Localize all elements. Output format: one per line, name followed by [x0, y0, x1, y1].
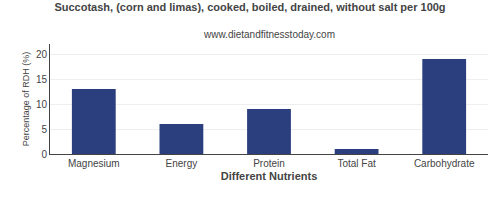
svg-text:Protein: Protein [253, 158, 285, 169]
svg-text:Succotash, (corn and limas), c: Succotash, (corn and limas), cooked, boi… [54, 1, 445, 13]
svg-text:Magnesium: Magnesium [68, 158, 120, 169]
svg-text:Energy: Energy [166, 158, 198, 169]
svg-text:Total Fat: Total Fat [337, 158, 376, 169]
svg-text:5: 5 [41, 124, 47, 135]
svg-text:0: 0 [41, 149, 47, 160]
svg-text:20: 20 [36, 49, 48, 60]
svg-text:www.dietandfitnesstoday.com: www.dietandfitnesstoday.com [203, 29, 335, 40]
svg-text:Percentage of RDH (%): Percentage of RDH (%) [21, 52, 31, 147]
svg-text:15: 15 [36, 74, 48, 85]
svg-text:10: 10 [36, 99, 48, 110]
svg-text:Different Nutrients: Different Nutrients [221, 170, 318, 182]
svg-text:Carbohydrate: Carbohydrate [414, 158, 475, 169]
